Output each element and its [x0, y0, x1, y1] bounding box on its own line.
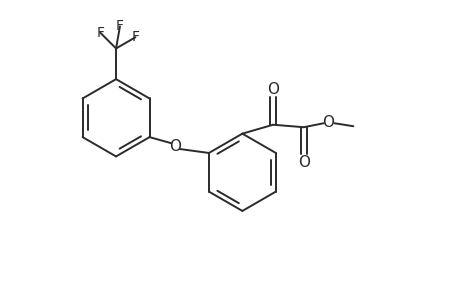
- Text: F: F: [131, 30, 139, 44]
- Text: O: O: [322, 115, 334, 130]
- Text: F: F: [116, 20, 123, 34]
- Text: O: O: [297, 155, 309, 170]
- Text: O: O: [267, 82, 279, 97]
- Text: F: F: [96, 26, 104, 40]
- Text: O: O: [169, 139, 181, 154]
